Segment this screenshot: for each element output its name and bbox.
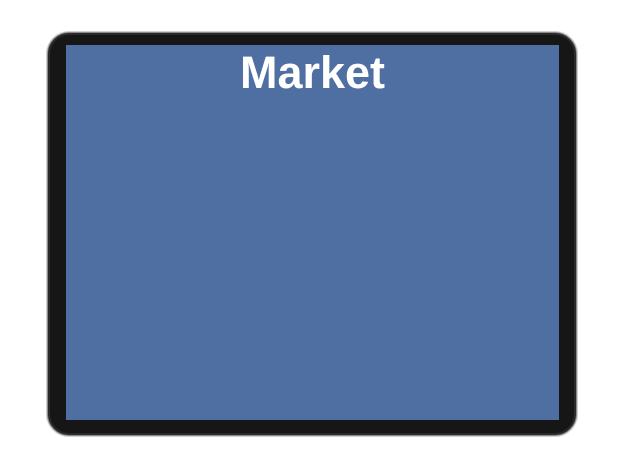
screen-title: Market xyxy=(239,47,386,98)
tablet-screen: Market xyxy=(66,45,559,420)
